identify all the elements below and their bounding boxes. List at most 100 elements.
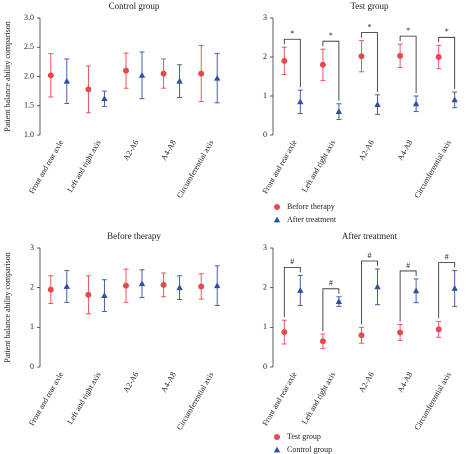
marker-circle [281, 329, 288, 336]
marker-circle [160, 281, 167, 288]
marker-triangle [335, 108, 343, 114]
significance-mark: * [445, 27, 449, 36]
panel-title: After treatment [342, 231, 398, 241]
x-tick-label: A2-A6 [121, 370, 140, 394]
marker-triangle [451, 285, 458, 291]
y-tick-label: 0 [30, 362, 34, 371]
x-tick-label: Circumferential axis [175, 370, 216, 431]
marker-circle [319, 61, 326, 68]
significance-mark: # [329, 279, 333, 288]
marker-triangle [273, 216, 281, 223]
significance-mark: # [406, 261, 410, 270]
y-tick-label: 1.5 [24, 101, 34, 110]
marker-circle [358, 332, 365, 339]
significance-bracket [399, 35, 417, 93]
marker-circle [274, 434, 280, 440]
y-tick-label: 2 [263, 282, 267, 291]
y-tick-label: 1 [263, 322, 267, 331]
marker-triangle [214, 74, 221, 81]
significance-mark: # [368, 251, 372, 260]
significance-bracket [322, 288, 340, 332]
marker-triangle [63, 283, 70, 289]
marker-triangle [138, 280, 146, 287]
marker-triangle [138, 71, 146, 78]
x-tick-label: A2-A6 [121, 138, 140, 162]
significance-mark: # [290, 257, 294, 266]
panel-title: Test group [350, 1, 389, 11]
significance-mark: # [445, 252, 449, 261]
marker-circle [47, 286, 54, 293]
significance-mark: * [368, 22, 372, 31]
marker-triangle [297, 287, 304, 293]
significance-mark: * [290, 29, 294, 38]
legend-label: After treatment [287, 215, 337, 224]
x-tick-label: Front and rear axle [261, 370, 299, 427]
marker-circle [47, 72, 54, 79]
marker-triangle [63, 77, 70, 84]
x-tick-label: Left and right axis [300, 370, 337, 425]
marker-triangle [273, 446, 281, 453]
marker-circle [85, 291, 92, 298]
x-tick-label: Front and rear axle [27, 138, 65, 195]
x-tick-label: A4-A8 [159, 370, 178, 394]
marker-triangle [451, 96, 458, 103]
significance-bracket [322, 40, 340, 101]
y-axis-label: Patient balance ability comparison [3, 252, 12, 362]
marker-triangle [374, 283, 381, 290]
marker-triangle [176, 284, 183, 291]
significance-bracket [361, 32, 378, 92]
marker-triangle [412, 100, 420, 107]
x-tick-label: Left and right axis [300, 138, 337, 193]
y-tick-label: 2.5 [24, 42, 34, 51]
significance-mark: * [406, 26, 410, 35]
y-tick-label: 3.0 [24, 13, 34, 22]
marker-circle [435, 54, 442, 60]
significance-bracket [438, 262, 456, 319]
y-tick-label: 0 [263, 362, 267, 371]
significance-bracket [438, 36, 456, 90]
marker-triangle [214, 282, 221, 289]
marker-triangle [297, 98, 304, 105]
marker-triangle [101, 95, 108, 102]
marker-triangle [374, 101, 381, 107]
panel: Test group 0 1 2 3 Front and rear axle * Left a… [261, 1, 458, 224]
x-tick-label: A4-A8 [159, 138, 178, 162]
x-tick-label: Circumferential axis [175, 138, 216, 199]
marker-circle [198, 70, 205, 77]
marker-circle [123, 67, 129, 74]
legend-label: Control group [287, 445, 332, 454]
legend-label: Before therapy [287, 202, 335, 211]
significance-bracket [283, 266, 301, 318]
significance-mark: * [329, 31, 333, 40]
marker-circle [274, 204, 280, 210]
x-tick-label: Left and right axis [65, 138, 102, 193]
x-tick-label: Circumferential axis [412, 370, 453, 431]
y-tick-label: 2 [30, 282, 34, 291]
marker-circle [435, 326, 442, 333]
y-tick-label: 3 [263, 13, 267, 22]
marker-triangle [412, 287, 420, 294]
marker-circle [281, 57, 288, 64]
x-tick-label: A2-A6 [357, 138, 376, 162]
marker-circle [85, 86, 92, 93]
marker-triangle [335, 298, 343, 304]
panel: After treatment 0 1 2 3 Front and rear axle # L… [261, 231, 458, 454]
significance-bracket [283, 38, 301, 88]
significance-bracket [361, 260, 378, 325]
y-tick-label: 1 [263, 91, 267, 100]
panel-title: Before therapy [107, 231, 161, 241]
marker-circle [319, 338, 326, 345]
marker-circle [198, 283, 205, 290]
marker-circle [397, 52, 404, 59]
panel-title: Control group [109, 1, 160, 11]
y-tick-label: 2 [263, 52, 267, 61]
y-tick-label: 3 [30, 243, 34, 252]
x-tick-label: Left and right axis [65, 370, 102, 425]
y-tick-label: 0 [263, 130, 267, 139]
marker-triangle [101, 292, 108, 298]
significance-bracket [399, 270, 417, 322]
x-tick-label: Circumferential axis [412, 138, 453, 199]
legend-label: Test group [287, 432, 321, 441]
y-tick-label: 1.0 [24, 130, 34, 139]
